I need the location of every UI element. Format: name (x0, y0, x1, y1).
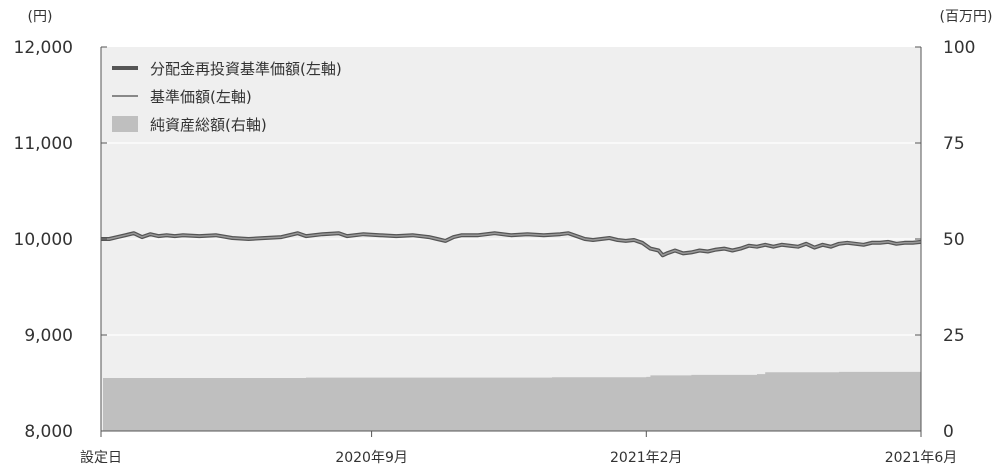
left-tick-label: 11,000 (14, 134, 73, 154)
left-tick-label: 12,000 (14, 38, 73, 58)
x-tick-label: 2021年2月 (610, 450, 683, 466)
right-tick-label: 0 (943, 422, 954, 442)
left-tick-label: 9,000 (24, 326, 73, 346)
nav-line (101, 232, 922, 257)
legend-label: 分配金再投資基準価額(左軸) (150, 60, 342, 78)
net-assets-area (103, 371, 921, 431)
right-axis-unit: (百万円) (940, 9, 993, 25)
left-axis-unit: (円) (28, 9, 53, 25)
right-tick-label: 50 (943, 230, 965, 250)
left-tick-label: 8,000 (24, 422, 73, 442)
right-tick-label: 100 (943, 38, 975, 58)
right-axis-ticks: 100 75 50 25 0 (915, 38, 975, 442)
legend-label: 基準価額(左軸) (150, 88, 252, 106)
legend: 分配金再投資基準価額(左軸) 基準価額(左軸) 純資産総額(右軸) (112, 60, 342, 134)
legend-swatch-net-assets (112, 116, 138, 132)
x-axis-ticks: 設定日 2020年9月 2021年2月 2021年6月 (80, 431, 957, 466)
x-tick-label: 2021年6月 (885, 450, 958, 466)
x-tick-label: 2020年9月 (335, 450, 408, 466)
right-tick-label: 25 (943, 326, 965, 346)
right-tick-label: 75 (943, 134, 965, 154)
left-axis-ticks: 12,000 11,000 10,000 9,000 8,000 (14, 38, 107, 442)
left-tick-label: 10,000 (14, 230, 73, 250)
legend-label: 純資産総額(右軸) (150, 116, 267, 134)
x-tick-label: 設定日 (80, 450, 122, 466)
